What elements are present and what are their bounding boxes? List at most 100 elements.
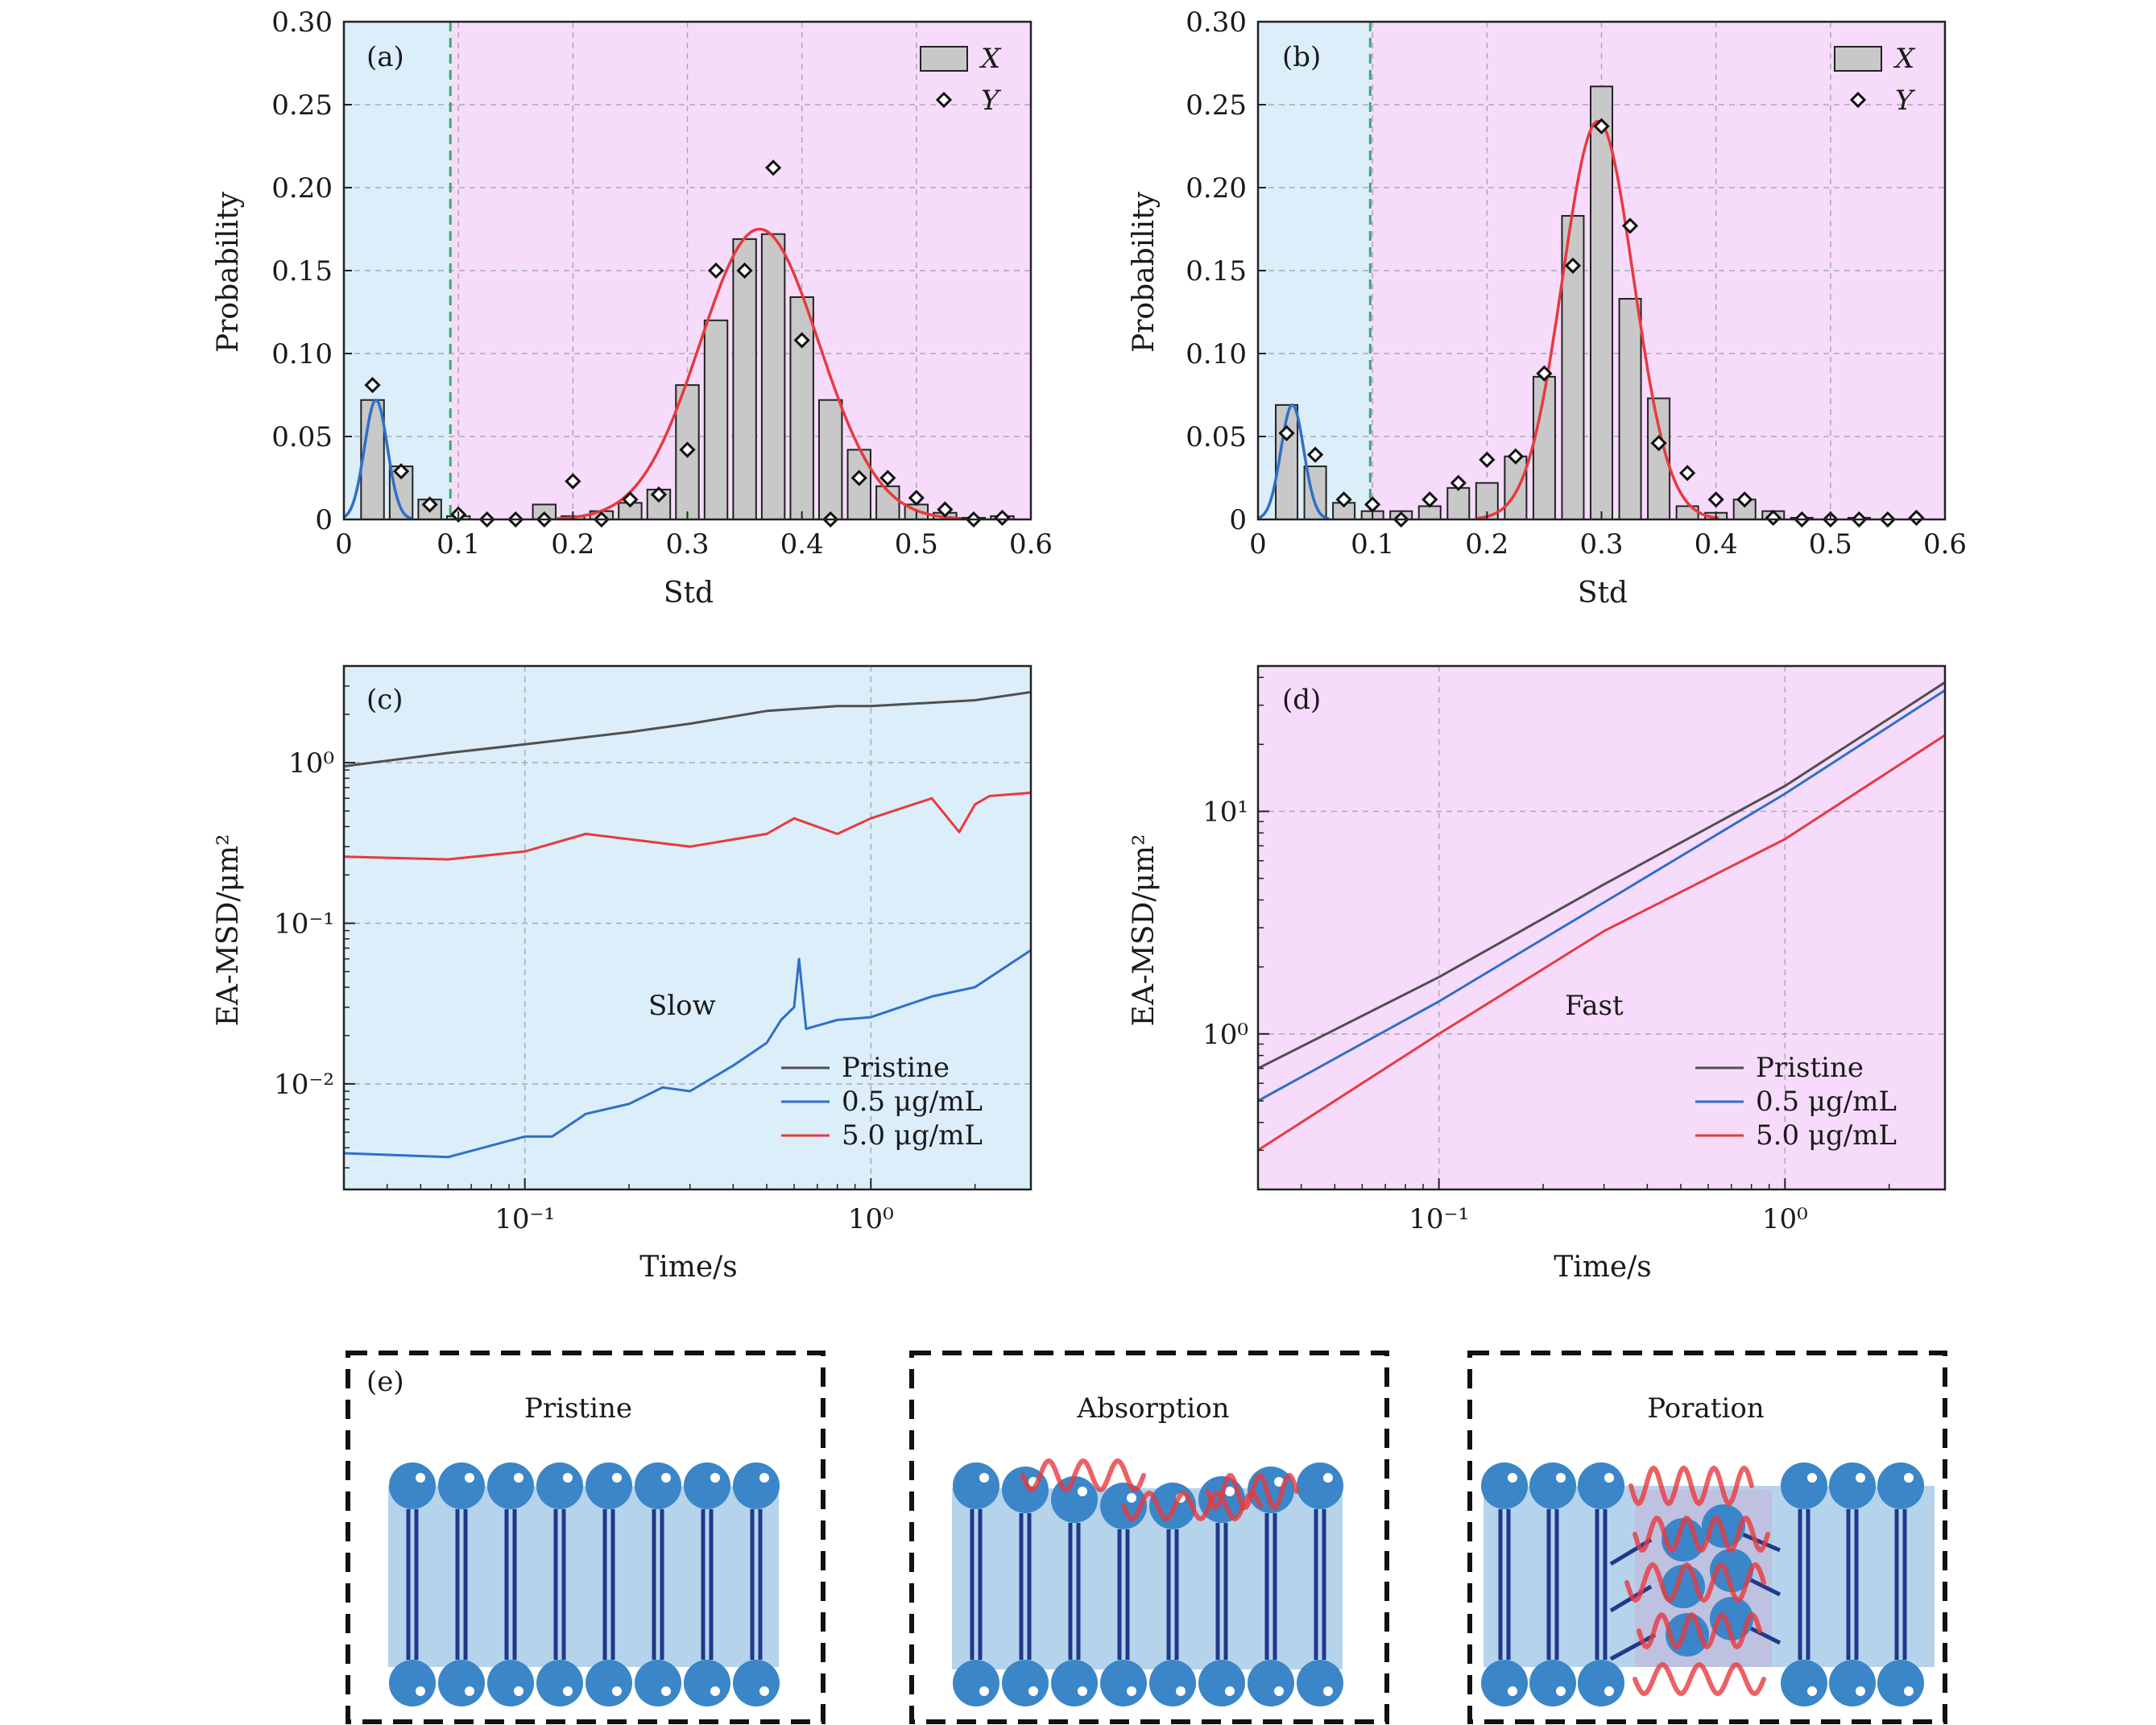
peptide-chain (1633, 1515, 1770, 1553)
lipid-head (1781, 1462, 1827, 1509)
data-point (994, 509, 1011, 527)
grid-d (1258, 666, 1945, 1189)
fast-region-d (1258, 666, 1945, 1189)
data-point (421, 496, 438, 513)
head-highlight (759, 1686, 769, 1696)
lipid-head (487, 1660, 534, 1706)
hist-bar (760, 233, 786, 520)
data-point (1621, 217, 1639, 234)
y-axis-label-d: EA-MSD/μm² (1128, 834, 1161, 1027)
data-point (364, 377, 381, 394)
ticks-b: 0 0.1 0.2 0.3 0.4 0.5 0.6 0 0.05 0.10 0.15 0.20 0.25… (1186, 6, 1967, 561)
frame-b (1256, 20, 1947, 521)
data-point (1306, 446, 1324, 463)
legend-label-y-b: Y (1895, 85, 1916, 117)
panel-label-d: (d) (1282, 684, 1321, 716)
annotation-fast: Fast (1565, 990, 1624, 1022)
y-tick-label: 0.15 (271, 255, 333, 288)
x-axis-label-b: Std (1578, 577, 1628, 610)
hist-bar (732, 238, 757, 520)
lipid-head (1002, 1660, 1049, 1706)
annotation-slow: Slow (648, 990, 716, 1022)
lipid-head (586, 1462, 632, 1509)
head-highlight (1225, 1686, 1235, 1696)
hist-bar (360, 399, 385, 520)
head-highlight (1078, 1487, 1087, 1496)
panel-label-a: (a) (366, 41, 404, 73)
legend-label: 5.0 μg/mL (1756, 1119, 1897, 1152)
head-highlight (661, 1686, 671, 1696)
y-tick-label: 10⁰ (288, 747, 334, 780)
x-tick-label: 10⁰ (1762, 1203, 1808, 1235)
legend-label-y-a: Y (981, 85, 1002, 117)
y-tick-label: 0 (315, 504, 333, 536)
head-highlight (1807, 1686, 1817, 1696)
head-highlight (1556, 1473, 1566, 1483)
membrane-band (388, 1486, 779, 1667)
y-tick-label: 0.15 (1186, 255, 1247, 288)
x-tick-label: 0.1 (437, 528, 480, 561)
data-point (1736, 491, 1753, 508)
lipid-tail (1609, 1632, 1657, 1661)
head-highlight (1323, 1686, 1333, 1696)
data-point (937, 501, 954, 518)
box-poration (1467, 1351, 1947, 1724)
panel-label-c: (c) (366, 684, 403, 716)
head-highlight (1604, 1686, 1614, 1696)
head-highlight (661, 1473, 671, 1483)
panel-e: (e) Pristine Absorption Poration (346, 1351, 1947, 1724)
x-axis-label-d: Time/s (1554, 1251, 1652, 1284)
series-line (343, 949, 1032, 1159)
head-highlight (416, 1473, 425, 1483)
y-axis-label-a: Probability (212, 191, 245, 353)
lipid-head (1149, 1660, 1196, 1706)
lipid-head (953, 1660, 999, 1706)
x-tick-label: 0.3 (665, 528, 709, 561)
y-tick-label: 10⁻² (274, 1069, 334, 1101)
title-poration: Poration (1647, 1392, 1764, 1425)
y-tick-label: 10¹ (1202, 796, 1248, 829)
data-point (1507, 448, 1525, 465)
y-tick-label: 0.30 (271, 6, 333, 39)
legend-label: 5.0 μg/mL (842, 1119, 983, 1152)
series-line (343, 791, 1032, 861)
head-highlight (1556, 1686, 1566, 1696)
legend-label-x-a: X (979, 43, 1002, 75)
head-highlight (612, 1473, 622, 1483)
head-highlight (1604, 1473, 1614, 1483)
legend-label: Pristine (842, 1052, 950, 1084)
data-point (1335, 491, 1352, 508)
head-highlight (1028, 1686, 1038, 1696)
lipid-head (1781, 1660, 1827, 1706)
x-tick-label: 0.4 (780, 528, 824, 561)
lipid-head (1578, 1462, 1624, 1509)
data-point (1364, 496, 1381, 513)
lipid-head (536, 1462, 583, 1509)
head-highlight (1176, 1686, 1186, 1696)
hist-bar (1504, 455, 1528, 520)
lipid-head (1829, 1660, 1876, 1706)
head-highlight (1508, 1473, 1517, 1483)
data-point (1479, 451, 1496, 468)
head-highlight (1856, 1473, 1865, 1483)
lipid-head (1529, 1462, 1576, 1509)
x-tick-label: 0.1 (1351, 528, 1394, 561)
data-point (765, 159, 782, 176)
lipid-head (684, 1660, 730, 1706)
head-highlight (1078, 1686, 1087, 1696)
panel-a: 0 0.1 0.2 0.3 0.4 0.5 0.6 0 0.05 0.10 0.15 0.20 0.25… (212, 6, 1053, 610)
lipid-head (684, 1462, 730, 1509)
series-line (343, 690, 1032, 767)
y-tick-label: 0.10 (271, 338, 333, 370)
data-point (1765, 509, 1781, 527)
y-tick-label: 0 (1229, 504, 1247, 536)
y-tick-label: 0.05 (1186, 421, 1247, 453)
box-pristine (346, 1351, 826, 1724)
lines-d (1257, 681, 1946, 1152)
hist-bar (817, 399, 843, 520)
y-axis-label-c: EA-MSD/μm² (212, 834, 245, 1027)
hist-bar (1589, 85, 1614, 520)
